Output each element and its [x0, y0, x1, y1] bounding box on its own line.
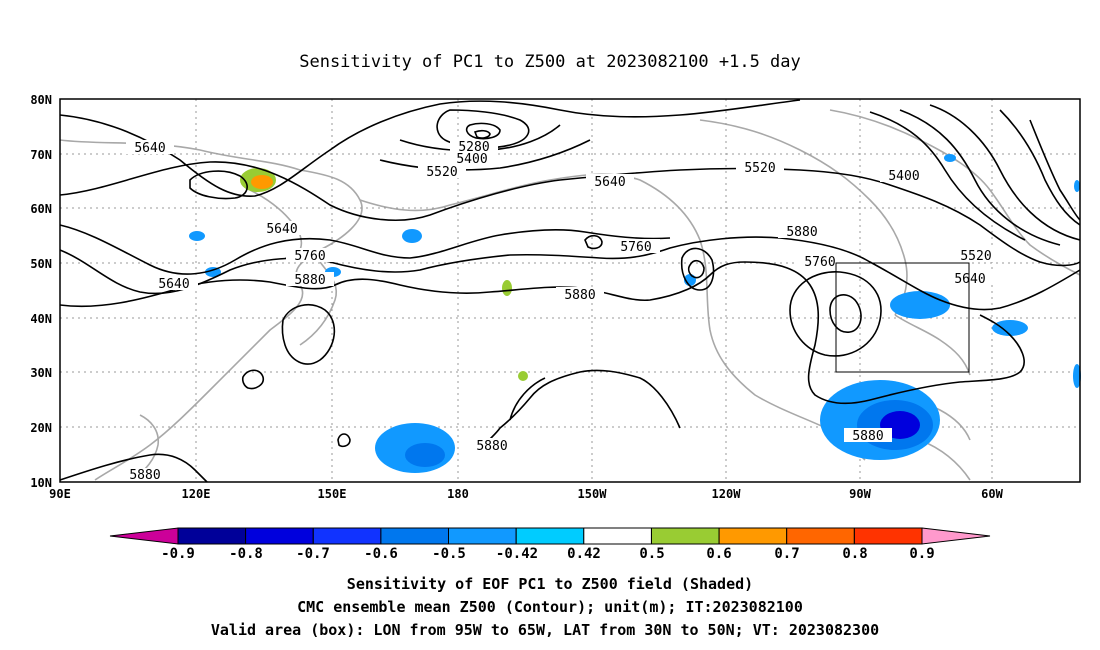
shading-east-edge — [1073, 364, 1081, 388]
caption-line-1: Sensitivity of EOF PC1 to Z500 field (Sh… — [347, 575, 753, 593]
shading-green-pacific — [502, 280, 512, 296]
colorbar-label: 0.6 — [706, 546, 731, 562]
lat-tick-label: 50N — [30, 257, 52, 271]
contour-label: 5640 — [954, 272, 985, 287]
captions: Sensitivity of EOF PC1 to Z500 field (Sh… — [211, 575, 879, 639]
contour-label: 5520 — [426, 165, 457, 180]
colorbar-cell — [515, 527, 585, 545]
contour-label: 5880 — [564, 288, 595, 303]
contour-label: 5640 — [266, 222, 297, 237]
contour-label: 5760 — [294, 249, 325, 264]
colorbar-cell — [853, 527, 923, 545]
colorbar-label: 0.8 — [842, 546, 867, 562]
colorbar-cell — [651, 527, 720, 545]
colorbar-label: -0.8 — [229, 546, 263, 562]
colorbar-cell — [786, 527, 855, 545]
contour-label: 5640 — [158, 277, 189, 292]
colorbar-cell — [380, 527, 449, 545]
colorbar-label: -0.9 — [161, 546, 195, 562]
colorbar-labels: -0.9 -0.8 -0.7 -0.6 -0.5 -0.42 0.42 0.5 … — [161, 546, 935, 562]
lat-tick-label: 20N — [30, 421, 52, 435]
lat-tick-label: 70N — [30, 148, 52, 162]
lon-tick-label: 60W — [981, 487, 1003, 501]
colorbar-cell — [583, 527, 652, 545]
colorbar-label: -0.5 — [432, 546, 466, 562]
colorbar-label: 0.42 — [567, 546, 601, 562]
colorbar: -0.9 -0.8 -0.7 -0.6 -0.5 -0.42 0.42 0.5 … — [109, 527, 991, 562]
contour-label: 5400 — [456, 152, 487, 167]
lon-tick-label: 90E — [49, 487, 71, 501]
shading-asia-1 — [189, 231, 205, 241]
colorbar-cells — [177, 527, 923, 545]
lat-tick-label: 10N — [30, 476, 52, 490]
contour-label: 5640 — [134, 141, 165, 156]
contour-label: 5880 — [129, 468, 160, 483]
lon-tick-label: 120E — [182, 487, 211, 501]
lon-axis: 90E 120E 150E 180 150W 120W 90W 60W — [49, 487, 1003, 501]
shading-pacific-sw-core — [405, 443, 445, 467]
lat-axis: 80N 70N 60N 50N 40N 30N 20N 10N — [30, 93, 52, 490]
shading-north-edge — [1074, 180, 1080, 192]
shading-green-small — [518, 371, 528, 381]
valid-area-box — [835, 262, 970, 373]
colorbar-label: 0.5 — [639, 546, 664, 562]
contour-label: 5640 — [594, 175, 625, 190]
shading-kamchatka — [402, 229, 422, 243]
lon-tick-label: 150W — [578, 487, 608, 501]
shading-greenland — [944, 154, 956, 162]
lon-tick-label: 150E — [318, 487, 347, 501]
shading-atlantic-coast — [890, 291, 950, 319]
colorbar-cell — [448, 527, 517, 545]
figure-title: Sensitivity of PC1 to Z500 at 2023082100… — [299, 52, 801, 72]
shading-atlantic-east — [992, 320, 1028, 336]
caption-line-2: CMC ensemble mean Z500 (Contour); unit(m… — [297, 598, 803, 616]
lat-tick-label: 60N — [30, 202, 52, 216]
colorbar-label: -0.7 — [296, 546, 330, 562]
contour-label: 5880 — [852, 429, 883, 444]
colorbar-label: -0.6 — [364, 546, 398, 562]
contour-label: 5760 — [804, 255, 835, 270]
map-panel: 5640 5280 5400 5520 5640 5520 5400 5640 … — [59, 98, 1081, 483]
contour-label: 5880 — [294, 273, 325, 288]
lon-tick-label: 180 — [447, 487, 469, 501]
colorbar-cell — [177, 527, 247, 545]
contour-label: 5880 — [476, 439, 507, 454]
colorbar-label: 0.7 — [774, 546, 799, 562]
shading-siberia-orange — [251, 175, 273, 189]
contour-labels: 5640 5280 5400 5520 5640 5520 5400 5640 … — [121, 140, 1000, 483]
contour-label: 5520 — [960, 249, 991, 264]
colorbar-label: -0.42 — [496, 546, 538, 562]
contour-label: 5880 — [786, 225, 817, 240]
lat-tick-label: 40N — [30, 312, 52, 326]
colorbar-label: 0.9 — [909, 546, 934, 562]
lon-tick-label: 120W — [712, 487, 742, 501]
caption-line-3: Valid area (box): LON from 95W to 65W, L… — [211, 621, 879, 639]
lon-tick-label: 90W — [849, 487, 871, 501]
z500-contours — [59, 99, 1081, 483]
contour-label: 5400 — [888, 169, 919, 184]
lat-tick-label: 80N — [30, 93, 52, 107]
colorbar-right-arrow — [921, 527, 991, 545]
colorbar-cell — [245, 527, 314, 545]
map-frame — [59, 98, 1081, 483]
contour-label: 5520 — [744, 161, 775, 176]
colorbar-cell — [312, 527, 382, 545]
colorbar-cell — [718, 527, 788, 545]
colorbar-left-arrow — [109, 527, 179, 545]
contour-label: 5760 — [620, 240, 651, 255]
lat-tick-label: 30N — [30, 366, 52, 380]
